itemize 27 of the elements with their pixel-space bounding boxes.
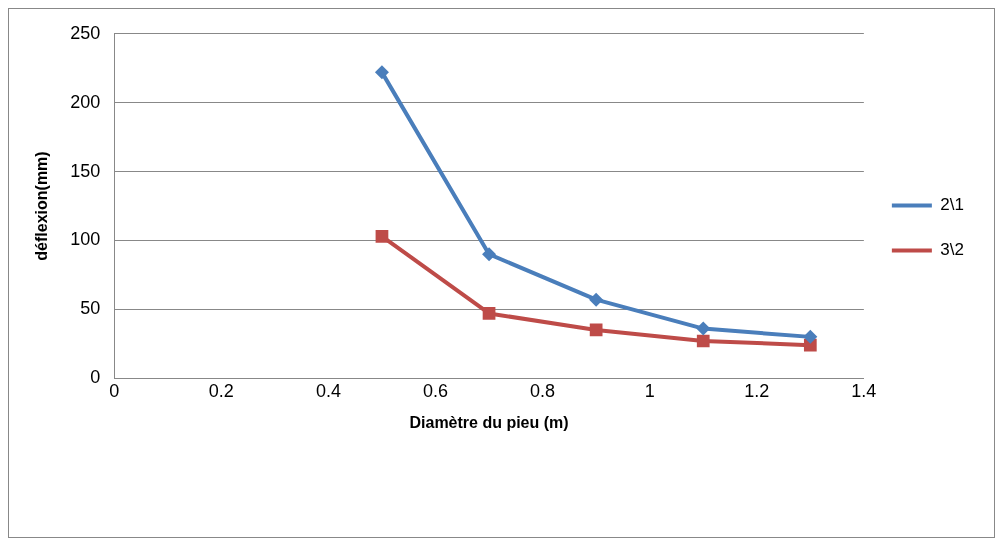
y-tick-label: 250 [70,22,101,43]
x-tick-label: 0.2 [208,380,234,401]
point [482,307,496,320]
y-tick-label: 0 [90,367,101,388]
point [589,323,603,337]
x-tick-label: 0.8 [530,380,556,401]
point [374,65,389,80]
y-tick-label: 100 [70,229,101,250]
x-tick-label: 1 [644,380,655,401]
x-tick-label: 0.6 [422,380,449,401]
x-tick-label: 1.4 [851,380,877,401]
point [482,247,497,262]
legend-label: 3\2 [940,240,965,260]
point [375,229,389,243]
y-axis-title: déflexion(mm) [33,151,51,261]
y-tick-label: 150 [70,160,101,181]
point [589,292,604,307]
point [803,329,818,344]
y-tick-label: 50 [80,298,101,319]
x-tick-label: 0 [109,380,120,401]
x-tick-label: 0.4 [315,380,341,401]
x-axis-title: Diamètre du pieu (m) [409,413,569,431]
point [696,334,710,348]
legend-label: 2\1 [940,195,965,215]
y-tick-label: 200 [70,91,101,112]
x-tick-label: 1.2 [744,380,770,401]
point [696,321,711,336]
